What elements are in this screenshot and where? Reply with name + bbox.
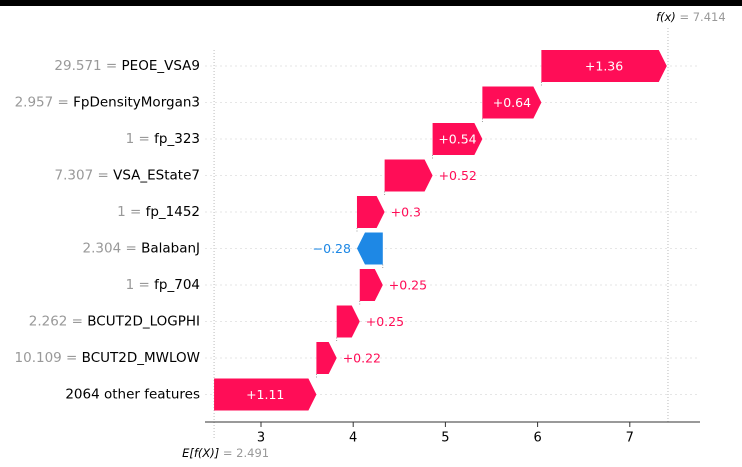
feature-name: fp_704 bbox=[154, 277, 200, 293]
feature-value: 2.262 = bbox=[29, 314, 88, 330]
x-tick-label: 7 bbox=[626, 431, 634, 446]
connector-lines bbox=[316, 82, 542, 379]
feature-name: fp_1452 bbox=[146, 204, 200, 220]
feature-value: 10.109 = bbox=[15, 350, 82, 366]
bar-label: +1.11 bbox=[246, 387, 284, 402]
bar-3 bbox=[432, 123, 483, 155]
fx-value: = 7.414 bbox=[676, 10, 726, 24]
feature-label: 29.571 = PEOE_VSA9 bbox=[54, 58, 200, 74]
bar-4 bbox=[384, 159, 433, 192]
efx-value: = 2.491 bbox=[219, 446, 269, 460]
efx-text: E[f(X)] = 2.491 bbox=[182, 446, 269, 460]
feature-labels: 29.571 = PEOE_VSA9 2.957 = FpDensityMorga… bbox=[15, 58, 200, 403]
feature-value: 29.571 = bbox=[54, 58, 121, 74]
bar-label: +0.64 bbox=[493, 95, 531, 110]
feature-label: 10.109 = BCUT2D_MWLOW bbox=[15, 350, 200, 366]
bar-8 bbox=[336, 305, 360, 338]
x-axis: 3 4 5 6 7 bbox=[205, 421, 700, 446]
fx-symbol: f(x) bbox=[656, 10, 676, 24]
bar-label: +0.25 bbox=[366, 314, 404, 329]
feature-name: BCUT2D_LOGPHI bbox=[87, 314, 200, 330]
feature-label: 2.957 = FpDensityMorgan3 bbox=[15, 95, 200, 111]
feature-name: FpDensityMorgan3 bbox=[73, 95, 200, 111]
efx-symbol: E[f(X)] bbox=[182, 446, 219, 460]
bar-label: +0.3 bbox=[391, 205, 421, 220]
feature-value: 2.304 = bbox=[83, 241, 142, 257]
feature-name: fp_323 bbox=[154, 131, 200, 147]
bar-6 bbox=[356, 232, 383, 265]
x-tick-label: 3 bbox=[257, 431, 265, 446]
bar-9 bbox=[316, 342, 337, 374]
feature-name: VSA_EState7 bbox=[113, 168, 200, 184]
feature-name: BCUT2D_MWLOW bbox=[82, 350, 200, 366]
bar-label: +0.25 bbox=[389, 278, 427, 293]
x-tick-label: 4 bbox=[349, 431, 357, 446]
feature-value: 1 = bbox=[126, 131, 154, 147]
feature-label: 7.307 = VSA_EState7 bbox=[55, 168, 200, 184]
feature-label: 2064 other features bbox=[65, 387, 200, 403]
bar-5 bbox=[356, 196, 385, 228]
fx-annotation: f(x) = 7.414 bbox=[656, 10, 726, 24]
x-tick-label: 6 bbox=[533, 431, 541, 446]
bar-10 bbox=[214, 378, 317, 411]
bar-labels: +1.36 +0.64 +0.54 +0.52 +0.3 −0.28 +0.25 +0.25 +… bbox=[246, 59, 623, 403]
bar-label: +0.22 bbox=[343, 351, 381, 366]
feature-value: 2.957 = bbox=[15, 95, 74, 111]
bar-label: +0.54 bbox=[438, 132, 476, 147]
feature-label: 1 = fp_323 bbox=[126, 131, 200, 147]
bar-1 bbox=[541, 50, 667, 82]
x-tick-label: 5 bbox=[441, 431, 449, 446]
bar-7 bbox=[359, 269, 383, 301]
feature-name: 2064 other features bbox=[65, 387, 200, 403]
feature-value: 7.307 = bbox=[55, 168, 114, 184]
feature-value: 1 = bbox=[117, 204, 145, 220]
feature-label: 1 = fp_704 bbox=[126, 277, 200, 293]
bar-2 bbox=[482, 86, 542, 119]
row-gridlines bbox=[205, 65, 700, 395]
feature-value: 1 = bbox=[126, 277, 154, 293]
feature-name: PEOE_VSA9 bbox=[122, 58, 200, 74]
top-edge bbox=[0, 0, 742, 6]
feature-label: 2.262 = BCUT2D_LOGPHI bbox=[29, 314, 200, 330]
feature-label: 1 = fp_1452 bbox=[117, 204, 200, 220]
feature-name: BalabanJ bbox=[141, 241, 200, 257]
efx-annotation: E[f(X)] = 2.491 bbox=[182, 446, 269, 460]
bars bbox=[214, 50, 667, 411]
bar-label: −0.28 bbox=[313, 241, 351, 256]
fx-text: f(x) = 7.414 bbox=[656, 10, 726, 24]
bar-label: +1.36 bbox=[585, 59, 623, 74]
feature-label: 2.304 = BalabanJ bbox=[83, 241, 200, 257]
bar-label: +0.52 bbox=[439, 168, 477, 183]
